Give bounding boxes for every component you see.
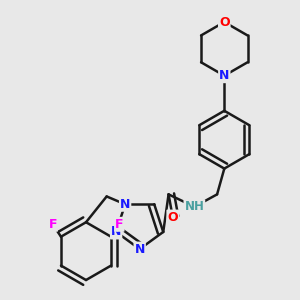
Text: N: N [120,198,130,211]
Text: O: O [219,16,230,28]
Text: N: N [219,69,230,82]
Text: F: F [49,218,57,231]
Text: N: N [111,226,121,238]
Text: O: O [167,211,178,224]
Text: F: F [115,218,124,231]
Text: NH: NH [184,200,204,213]
Text: N: N [134,243,145,256]
